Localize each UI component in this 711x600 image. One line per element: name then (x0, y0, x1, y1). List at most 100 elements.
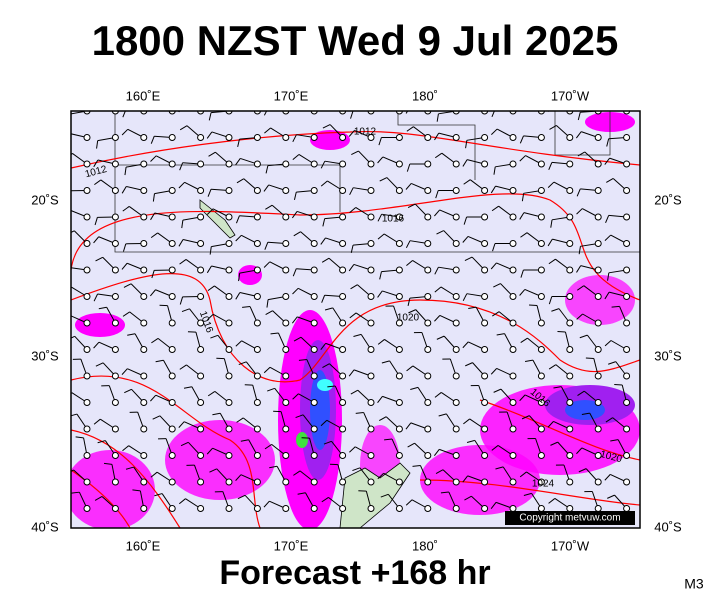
station (310, 213, 318, 221)
wind-barb (265, 160, 290, 174)
wind-barb (292, 287, 318, 300)
wind-barb (378, 416, 403, 433)
barb-feather (349, 446, 356, 453)
barb-feather (206, 447, 213, 455)
station (339, 399, 347, 406)
barb-feather (550, 441, 558, 446)
station (452, 293, 460, 300)
station (594, 293, 602, 300)
wind-barb (436, 335, 460, 353)
station (140, 213, 148, 221)
wind-barb (405, 183, 432, 194)
station (140, 425, 148, 433)
isobar-label: 1016 (382, 214, 405, 225)
station (424, 134, 432, 141)
left-axis-label: 30˚S (31, 348, 59, 363)
station (623, 452, 631, 459)
station (253, 213, 261, 221)
barb-feather (349, 207, 357, 213)
wind-barb (72, 358, 91, 380)
wind-barb (349, 207, 375, 221)
station (395, 399, 403, 406)
wind-barb (611, 305, 631, 327)
wind-barb (71, 392, 91, 406)
wind-barb (301, 437, 318, 459)
wind-barb (520, 232, 545, 247)
wind-barb (150, 394, 176, 406)
wind-barb (206, 447, 233, 459)
station (623, 505, 631, 512)
wind-barb (377, 213, 403, 222)
barb-feather (293, 231, 301, 237)
barb-feather (292, 287, 299, 295)
barb-feather (491, 111, 495, 117)
station (310, 425, 318, 433)
station (566, 213, 574, 221)
station (623, 266, 631, 274)
wind-barb (322, 363, 347, 380)
station (168, 187, 176, 194)
wind-barb (547, 238, 574, 247)
barb-feather (207, 391, 216, 397)
wind-barb (548, 293, 574, 305)
barb-feather (524, 359, 534, 362)
wind-barb (462, 159, 489, 168)
wind-barb (121, 128, 148, 141)
barb-feather (548, 364, 557, 370)
wind-barb (178, 238, 205, 247)
station (310, 240, 318, 247)
wind-barb (263, 500, 290, 512)
wind-barb (122, 445, 148, 459)
station (509, 452, 517, 459)
barb-feather (519, 394, 526, 402)
station (481, 346, 489, 353)
wind-barb (127, 333, 148, 353)
station (509, 160, 517, 168)
wind-barb (124, 388, 148, 406)
barb-feather (611, 305, 620, 308)
station (623, 372, 631, 380)
wind-barb (207, 187, 233, 197)
station (395, 372, 403, 380)
barb-feather (207, 189, 212, 197)
wind-barb (379, 266, 403, 280)
station (339, 425, 347, 433)
barb-feather (121, 128, 129, 136)
station (452, 425, 460, 433)
wind-barb (524, 359, 545, 380)
wind-barb (551, 308, 574, 327)
station (367, 134, 375, 141)
barb-feather (406, 365, 414, 372)
station (367, 346, 375, 353)
barb-feather (150, 471, 158, 478)
barb-feather (94, 217, 98, 226)
station (83, 187, 91, 194)
station (452, 240, 460, 247)
station (339, 240, 347, 247)
station (395, 452, 403, 459)
barb-feather (235, 474, 242, 481)
wind-barb (321, 497, 347, 512)
barb-feather (605, 215, 610, 223)
barb-feather (121, 262, 128, 270)
barb-feather (207, 285, 215, 292)
barb-feather (576, 208, 583, 215)
barb-feather (491, 128, 498, 135)
barb-feather (604, 157, 610, 165)
station (83, 478, 91, 486)
station (594, 319, 602, 327)
wind-barb (491, 128, 517, 141)
barb-feather (236, 101, 242, 106)
barb-feather (122, 206, 130, 212)
station (168, 399, 176, 406)
barb-feather (266, 299, 269, 308)
isobar-label: 1024 (532, 479, 555, 490)
wind-barb (493, 388, 517, 406)
station (282, 372, 290, 380)
station (481, 319, 489, 327)
station (623, 134, 631, 141)
wind-barb (550, 213, 574, 228)
barb-feather (265, 204, 273, 210)
barb-feather (379, 271, 382, 280)
barb-feather (93, 418, 101, 425)
